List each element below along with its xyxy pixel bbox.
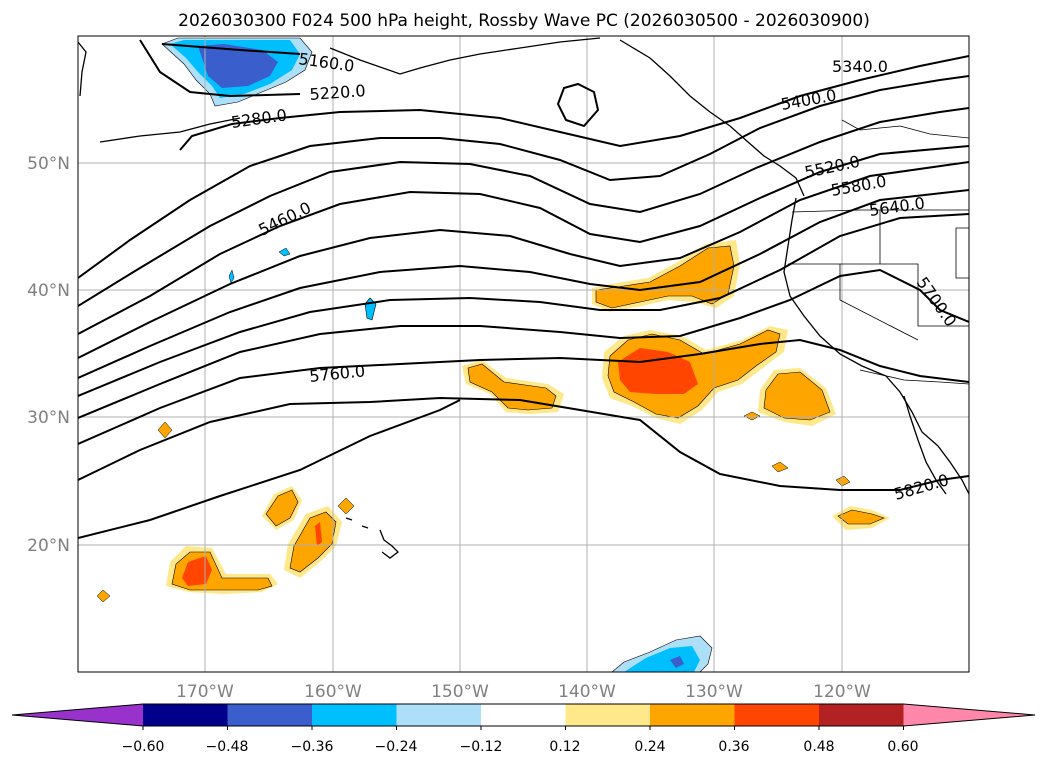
lon-label-130w: 130°W [685,682,743,702]
lon-label-170w: 170°W [176,682,234,702]
colorbar-tick-label: 0.24 [634,739,665,755]
lat-label-30n: 30°N [27,408,70,428]
colorbar-segment [481,704,566,726]
lon-label-160w: 160°W [304,682,362,702]
map-title: 2026030300 F024 500 hPa height, Rossby W… [178,11,870,31]
colorbar-tick-label: 0.60 [887,739,918,755]
colorbar-segment [819,704,904,726]
lat-label-40n: 40°N [27,281,70,301]
longitude-labels: 170°W 160°W 150°W 140°W 130°W 120°W [176,682,871,702]
colorbar-tick-label: −0.48 [206,739,249,755]
coastlines [78,37,969,559]
colorbar-tick-label: −0.60 [122,739,165,755]
colorbar-tick-label: −0.36 [291,739,334,755]
colorbar-segment [903,704,1035,726]
contour-label-5340: 5340.0 [832,57,888,76]
lat-label-20n: 20°N [27,536,70,556]
colorbar-tick-label: 0.12 [549,739,580,755]
colorbar-segment [12,704,143,726]
lon-label-140w: 140°W [558,682,616,702]
colorbar-tick-label: −0.24 [375,739,418,755]
height-contours [78,39,969,539]
colorbar [11,703,1036,730]
positive-anomaly-shading [96,240,890,603]
map-area: 5160.0 5220.0 5280.0 5340.0 5400.0 5460.… [78,36,969,672]
negative-anomaly-shading [161,37,713,672]
colorbar-tick-label: −0.12 [460,739,503,755]
colorbar-segment [565,704,651,726]
colorbar-segment [734,704,820,726]
colorbar-tick-label: 0.36 [718,739,749,755]
colorbar-segment [227,704,313,726]
colorbar-segment [396,704,482,726]
latitude-labels: 50°N 40°N 30°N 20°N [27,154,70,556]
contour-label-5220: 5220.0 [309,81,366,104]
lon-label-120w: 120°W [813,682,871,702]
colorbar-segment [143,704,228,726]
colorbar-ticks: −0.60 −0.48 −0.36 −0.24 −0.12 0.12 0.24 … [122,739,919,755]
graticule [78,36,969,672]
political-borders [788,119,969,385]
colorbar-segment [312,704,397,726]
lon-label-150w: 150°W [431,682,489,702]
colorbar-tick-label: 0.48 [803,739,834,755]
lat-label-50n: 50°N [27,154,70,174]
map-frame [77,35,970,673]
colorbar-segment [650,704,735,726]
